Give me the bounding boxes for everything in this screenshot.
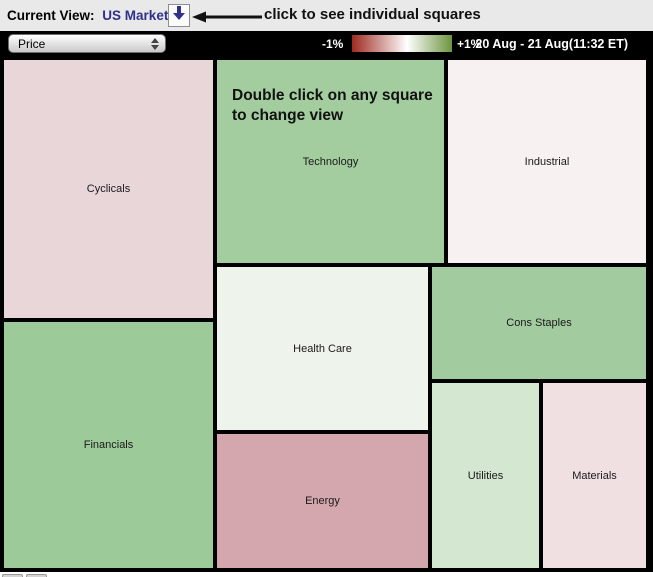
sector-energy[interactable]: Energy [217,434,428,568]
sector-industrial[interactable]: Industrial [448,60,646,263]
sector-utilities[interactable]: Utilities [432,383,539,568]
metric-select-value: Price [18,36,46,51]
sector-label: Energy [305,495,340,507]
sector-technology[interactable]: Double click on any square to change vie… [217,60,444,263]
sector-label: Industrial [524,155,570,168]
date-range-label: 20 Aug - 21 Aug(11:32 ET) [475,37,628,51]
sector-label: Technology [302,155,359,168]
bottom-strip [0,572,653,577]
legend-max-label: +1% [457,37,482,51]
current-view: Current View: US Market [7,8,168,23]
instruction-note: Double click on any square to change vie… [232,87,433,124]
expand-squares-button[interactable] [168,4,190,27]
annotation-text: click to see individual squares [264,6,481,23]
sector-label: Financials [83,439,134,451]
clipped-button[interactable] [26,574,47,577]
sector-label: Health Care [293,342,352,355]
sector-materials[interactable]: Materials [543,383,646,568]
sector-health-care[interactable]: Health Care [217,267,428,430]
sector-label: Cyclicals [86,183,131,195]
sector-cons-staples[interactable]: Cons Staples [432,267,646,379]
sector-financials[interactable]: Financials [4,322,213,568]
toolbar: Price -1% +1% 20 Aug - 21 Aug(11:32 ET) [0,31,653,57]
current-view-value-link[interactable]: US Market [102,8,169,23]
sector-label: Utilities [467,469,504,482]
up-down-stepper-icon [151,37,159,50]
metric-select[interactable]: Price [8,34,166,53]
left-arrow-icon [192,10,262,28]
legend-gradient [352,35,452,52]
header-bar: Current View: US Market click to see ind… [0,0,653,31]
sector-label: Cons Staples [506,317,572,329]
down-arrow-icon [173,6,185,25]
current-view-label: Current View: [7,8,95,23]
sector-treemap: Cyclicals Financials Double click on any… [0,57,653,572]
clipped-button[interactable] [2,574,23,577]
sector-label: Materials [572,469,617,482]
sector-cyclicals[interactable]: Cyclicals [4,60,213,318]
legend-min-label: -1% [322,37,344,51]
